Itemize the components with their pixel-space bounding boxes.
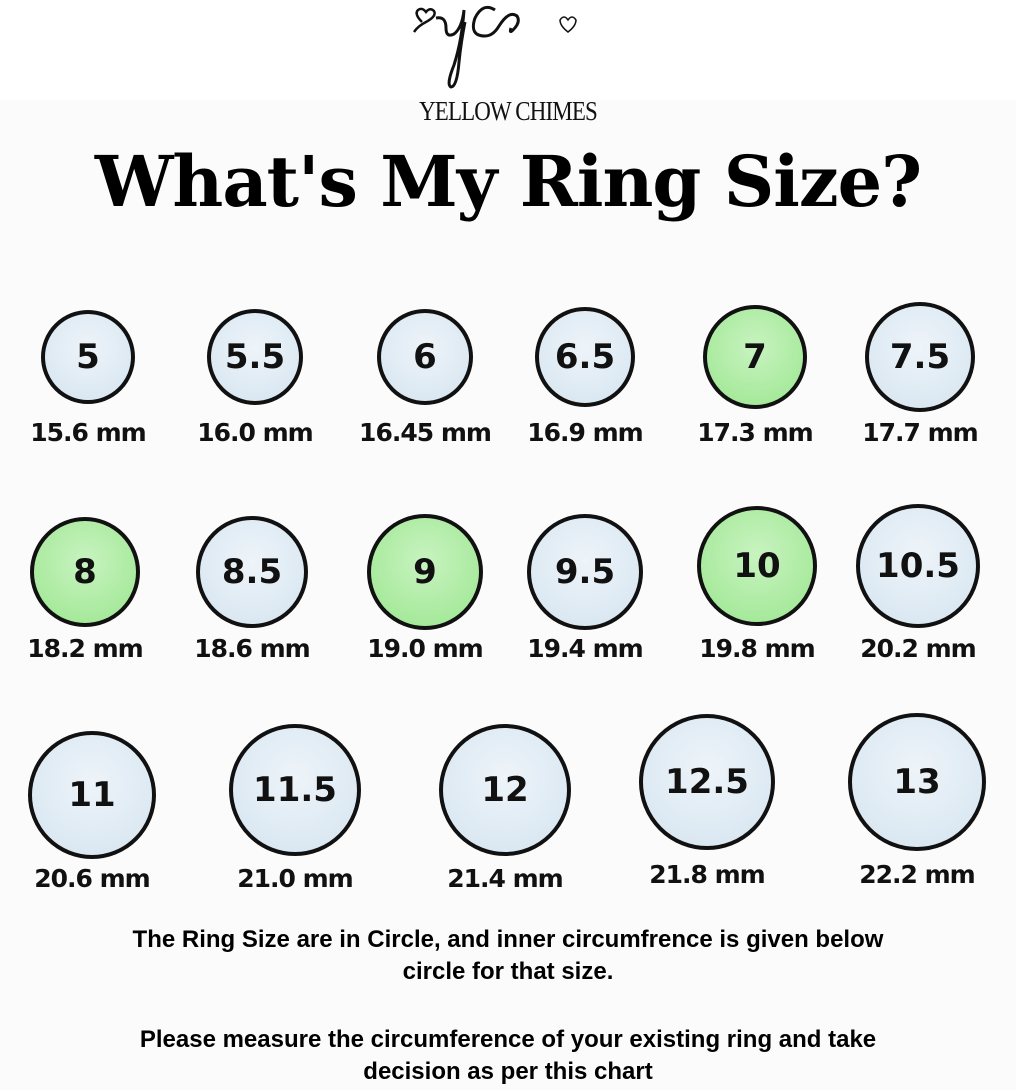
circumference-label: 19.4 mm bbox=[527, 634, 644, 663]
note-line-3: Please measure the circumference of your… bbox=[139, 1026, 877, 1053]
ring-size-label: 9.5 bbox=[554, 552, 616, 592]
note-line-4: decision as per this chart bbox=[363, 1058, 653, 1085]
ring-size-label: 11 bbox=[68, 775, 116, 815]
ring-circle-size-5: 5 bbox=[41, 310, 135, 404]
ring-size-label: 7.5 bbox=[889, 337, 951, 377]
ring-size-label: 12 bbox=[481, 770, 529, 810]
ring-circle-size-6: 6 bbox=[377, 309, 473, 405]
note-line-1: The Ring Size are in Circle, and inner c… bbox=[132, 926, 884, 953]
ring-size-label: 5 bbox=[76, 337, 100, 377]
circumference-label: 15.6 mm bbox=[30, 418, 147, 447]
ring-size-label: 8.5 bbox=[221, 552, 283, 592]
ring-size-label: 5.5 bbox=[224, 337, 286, 377]
ring-size-label: 8 bbox=[73, 552, 97, 592]
circumference-label: 21.8 mm bbox=[649, 860, 766, 889]
ring-circle-size-10: 10 bbox=[697, 506, 817, 626]
circumference-label: 16.0 mm bbox=[197, 418, 314, 447]
ring-size-label: 9 bbox=[413, 552, 437, 592]
ring-circle-size-7: 7 bbox=[703, 305, 807, 409]
ring-circle-size-6-5: 6.5 bbox=[535, 307, 635, 407]
chart-background bbox=[0, 100, 1016, 1090]
circumference-label: 17.7 mm bbox=[862, 418, 979, 447]
note-line-2: circle for that size. bbox=[402, 958, 614, 985]
circumference-label: 16.9 mm bbox=[527, 418, 644, 447]
ring-circle-size-12: 12 bbox=[439, 724, 571, 856]
ring-circle-size-5-5: 5.5 bbox=[207, 309, 303, 405]
ring-size-label: 11.5 bbox=[253, 770, 337, 810]
circumference-label: 20.2 mm bbox=[860, 634, 977, 663]
ring-circle-size-10-5: 10.5 bbox=[856, 504, 980, 628]
ring-size-label: 6 bbox=[413, 337, 437, 377]
ring-size-label: 13 bbox=[893, 762, 941, 802]
circumference-label: 17.3 mm bbox=[697, 418, 814, 447]
ring-circle-size-12-5: 12.5 bbox=[639, 714, 775, 850]
ring-size-label: 10 bbox=[733, 546, 781, 586]
ring-size-label: 6.5 bbox=[554, 337, 616, 377]
ring-circle-size-13: 13 bbox=[848, 713, 986, 851]
circumference-label: 19.0 mm bbox=[367, 634, 484, 663]
ring-size-label: 7 bbox=[743, 337, 767, 377]
ring-circle-size-9: 9 bbox=[367, 514, 483, 630]
ring-circle-size-7-5: 7.5 bbox=[865, 302, 975, 412]
page-title: What's My Ring Size? bbox=[94, 140, 922, 223]
ring-size-label: 12.5 bbox=[665, 762, 749, 802]
circumference-label: 21.0 mm bbox=[237, 864, 354, 893]
ring-circle-size-9-5: 9.5 bbox=[527, 514, 643, 630]
circumference-label: 20.6 mm bbox=[34, 864, 151, 893]
circumference-label: 18.6 mm bbox=[194, 634, 311, 663]
circumference-label: 18.2 mm bbox=[27, 634, 144, 663]
circumference-label: 16.45 mm bbox=[359, 418, 492, 447]
brand-logo bbox=[412, 5, 577, 89]
ring-size-label: 10.5 bbox=[876, 546, 960, 586]
circumference-label: 21.4 mm bbox=[447, 864, 564, 893]
ring-circle-size-8-5: 8.5 bbox=[196, 516, 308, 628]
ring-circle-size-8: 8 bbox=[30, 517, 140, 627]
circumference-label: 19.8 mm bbox=[699, 634, 816, 663]
brand-name: YELLOW CHIMES bbox=[419, 96, 598, 126]
ring-circle-size-11-5: 11.5 bbox=[229, 724, 361, 856]
circumference-label: 22.2 mm bbox=[859, 860, 976, 889]
ring-circle-size-11: 11 bbox=[28, 731, 156, 859]
